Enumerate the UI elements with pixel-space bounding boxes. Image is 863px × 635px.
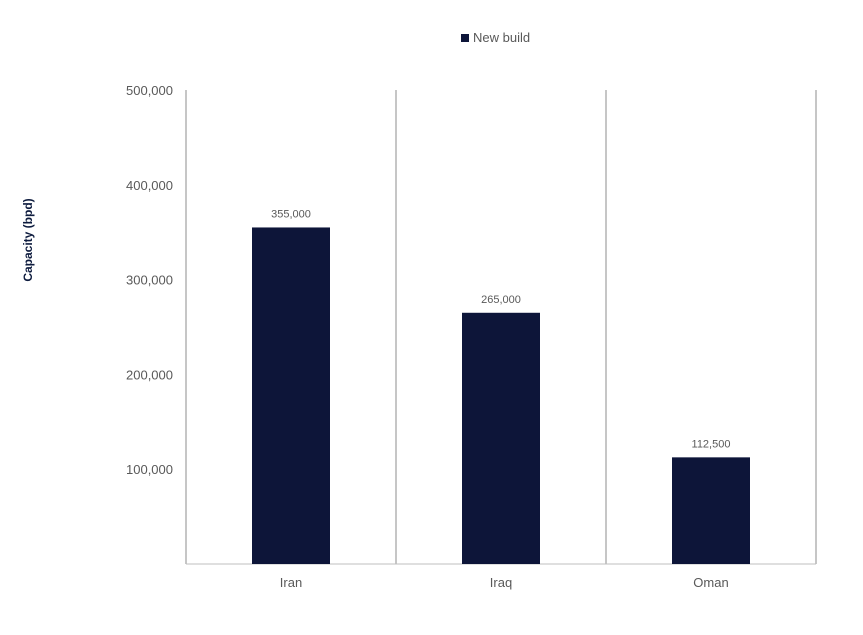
chart-legend: New build — [461, 30, 530, 45]
legend-swatch-new-build — [461, 33, 469, 42]
y-tick-label: 300,000 — [126, 273, 173, 288]
legend-label-new-build: New build — [473, 30, 531, 45]
x-tick-label-iraq: Iraq — [490, 575, 512, 590]
x-tick-label-oman: Oman — [693, 575, 728, 590]
bar-iraq — [462, 312, 540, 564]
data-label-iran: 355,000 — [271, 208, 311, 220]
data-label-oman: 112,500 — [692, 438, 731, 450]
bar-oman — [672, 457, 750, 564]
y-tick-label: 400,000 — [126, 178, 173, 193]
bar-iran — [252, 227, 330, 564]
y-tick-label: 100,000 — [126, 462, 173, 477]
x-tick-label-iran: Iran — [280, 575, 302, 590]
y-tick-label: 200,000 — [126, 367, 173, 382]
data-label-iraq: 265,000 — [481, 294, 521, 306]
y-tick-label: 500,000 — [126, 83, 173, 98]
